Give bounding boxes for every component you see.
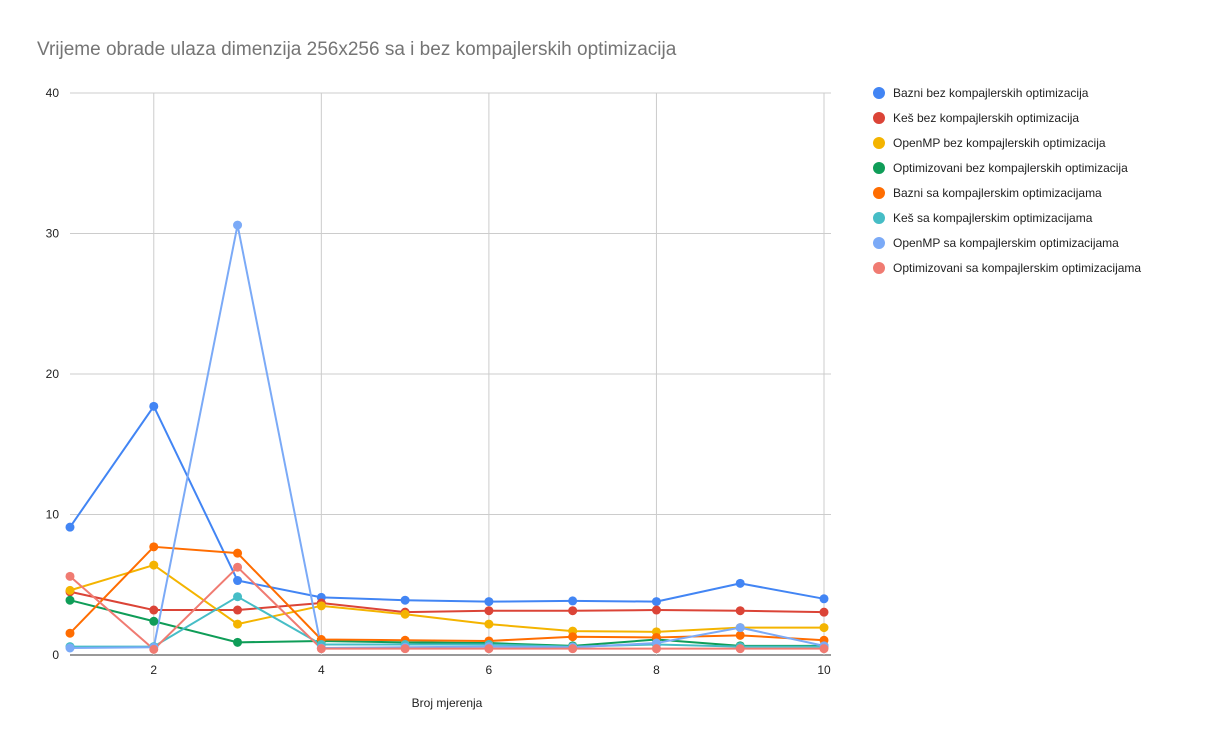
legend-item: Keš bez kompajlerskih optimizacija — [873, 111, 1079, 125]
legend-item: OpenMP bez kompajlerskih optimizacija — [873, 136, 1106, 150]
series-line-1 — [69, 405, 825, 603]
x-tick-label: 10 — [817, 663, 831, 677]
data-point-s1-x2 — [149, 401, 159, 411]
x-tick-label: 8 — [653, 663, 660, 677]
legend-item: Keš sa kompajlerskim optimizacijama — [873, 211, 1093, 225]
y-tick-label: 40 — [46, 86, 60, 100]
data-point-s7-x1 — [65, 643, 75, 653]
data-point-s2-x10 — [819, 607, 829, 617]
legend-label: Bazni sa kompajlerskim optimizacijama — [893, 186, 1102, 200]
data-point-s4-x1 — [65, 595, 75, 605]
legend-label: Optimizovani sa kompajlerskim optimizaci… — [893, 261, 1141, 275]
legend: Bazni bez kompajlerskih optimizacija Keš … — [873, 86, 1141, 275]
legend-label: OpenMP sa kompajlerskim optimizacijama — [893, 236, 1119, 250]
series-line-7 — [69, 224, 825, 649]
tick-labels: 0 10 20 30 40 2 4 6 8 10 — [46, 86, 831, 677]
legend-swatch — [873, 87, 885, 99]
legend-swatch — [873, 137, 885, 149]
legend-item: Optimizovani bez kompajlerskih optimizac… — [873, 161, 1128, 175]
legend-label: Keš bez kompajlerskih optimizacija — [893, 111, 1079, 125]
y-tick-label: 20 — [46, 367, 60, 381]
data-point-s8-x10 — [819, 644, 829, 654]
series-line-2 — [69, 590, 825, 614]
series-points — [65, 220, 829, 654]
data-point-s8-x1 — [65, 571, 75, 581]
legend-swatch — [873, 187, 885, 199]
data-point-s2-x2 — [149, 605, 159, 615]
gridlines — [70, 92, 831, 656]
data-point-s1-x3 — [233, 576, 243, 586]
data-point-s1-x7 — [568, 596, 578, 606]
data-point-s8-x6 — [484, 644, 494, 654]
data-point-s8-x5 — [400, 644, 410, 654]
legend-label: Optimizovani bez kompajlerskih optimizac… — [893, 161, 1128, 175]
data-point-s5-x7 — [568, 632, 578, 642]
legend-swatch — [873, 262, 885, 274]
data-point-s5-x1 — [65, 628, 75, 638]
data-point-s3-x1 — [65, 585, 75, 595]
data-point-s1-x8 — [651, 597, 661, 607]
series-line-8 — [69, 566, 824, 651]
legend-item: Bazni sa kompajlerskim optimizacijama — [873, 186, 1102, 200]
data-point-s3-x4 — [316, 601, 326, 611]
legend-swatch — [873, 212, 885, 224]
legend-swatch — [873, 237, 885, 249]
legend-label: Bazni bez kompajlerskih optimizacija — [893, 86, 1089, 100]
y-tick-label: 10 — [46, 508, 60, 522]
chart-title: Vrijeme obrade ulaza dimenzija 256x256 s… — [37, 39, 677, 60]
data-point-s3-x3 — [233, 619, 243, 629]
series-line-6 — [70, 595, 824, 648]
data-point-s2-x7 — [568, 606, 578, 616]
legend-item: Bazni bez kompajlerskih optimizacija — [873, 86, 1089, 100]
data-point-s2-x8 — [651, 605, 661, 615]
data-point-s8-x8 — [651, 644, 661, 654]
series-line-4 — [69, 599, 824, 647]
data-point-s7-x9 — [735, 623, 745, 633]
data-point-s2-x3 — [233, 605, 243, 615]
data-point-s1-x10 — [819, 594, 829, 604]
data-point-s3-x10 — [819, 623, 829, 633]
data-point-s1-x1 — [65, 522, 75, 532]
data-point-s3-x2 — [149, 560, 159, 570]
data-point-s5-x3 — [233, 548, 243, 558]
x-tick-label: 2 — [150, 663, 157, 677]
data-point-s3-x6 — [484, 619, 494, 629]
data-point-s2-x9 — [735, 606, 745, 616]
data-point-s4-x3 — [233, 637, 243, 647]
data-point-s5-x2 — [149, 542, 159, 552]
series-line-5 — [69, 545, 825, 642]
x-tick-label: 4 — [318, 663, 325, 677]
series-lines — [69, 224, 825, 651]
y-tick-label: 0 — [52, 648, 59, 662]
data-point-s8-x9 — [735, 644, 745, 654]
y-tick-label: 30 — [46, 227, 60, 241]
data-point-s1-x6 — [484, 597, 494, 607]
legend-swatch — [873, 112, 885, 124]
x-axis-label: Broj mjerenja — [412, 696, 483, 710]
data-point-s8-x7 — [568, 644, 578, 654]
data-point-s8-x3 — [233, 562, 243, 572]
data-point-s5-x9 — [735, 630, 745, 640]
series-line-3 — [69, 564, 824, 633]
legend-label: Keš sa kompajlerskim optimizacijama — [893, 211, 1093, 225]
legend-item: OpenMP sa kompajlerskim optimizacijama — [873, 236, 1119, 250]
legend-item: Optimizovani sa kompajlerskim optimizaci… — [873, 261, 1141, 275]
data-point-s3-x5 — [400, 609, 410, 619]
x-tick-label: 6 — [486, 663, 493, 677]
data-point-s1-x5 — [400, 595, 410, 605]
data-point-s8-x2 — [149, 644, 159, 654]
data-point-s1-x9 — [735, 578, 745, 588]
legend-swatch — [873, 162, 885, 174]
data-point-s7-x3 — [233, 220, 243, 230]
data-point-s4-x2 — [149, 616, 159, 626]
data-point-s6-x3 — [233, 592, 243, 602]
data-point-s8-x4 — [316, 644, 326, 654]
data-point-s2-x6 — [484, 606, 494, 616]
legend-label: OpenMP bez kompajlerskih optimizacija — [893, 136, 1106, 150]
